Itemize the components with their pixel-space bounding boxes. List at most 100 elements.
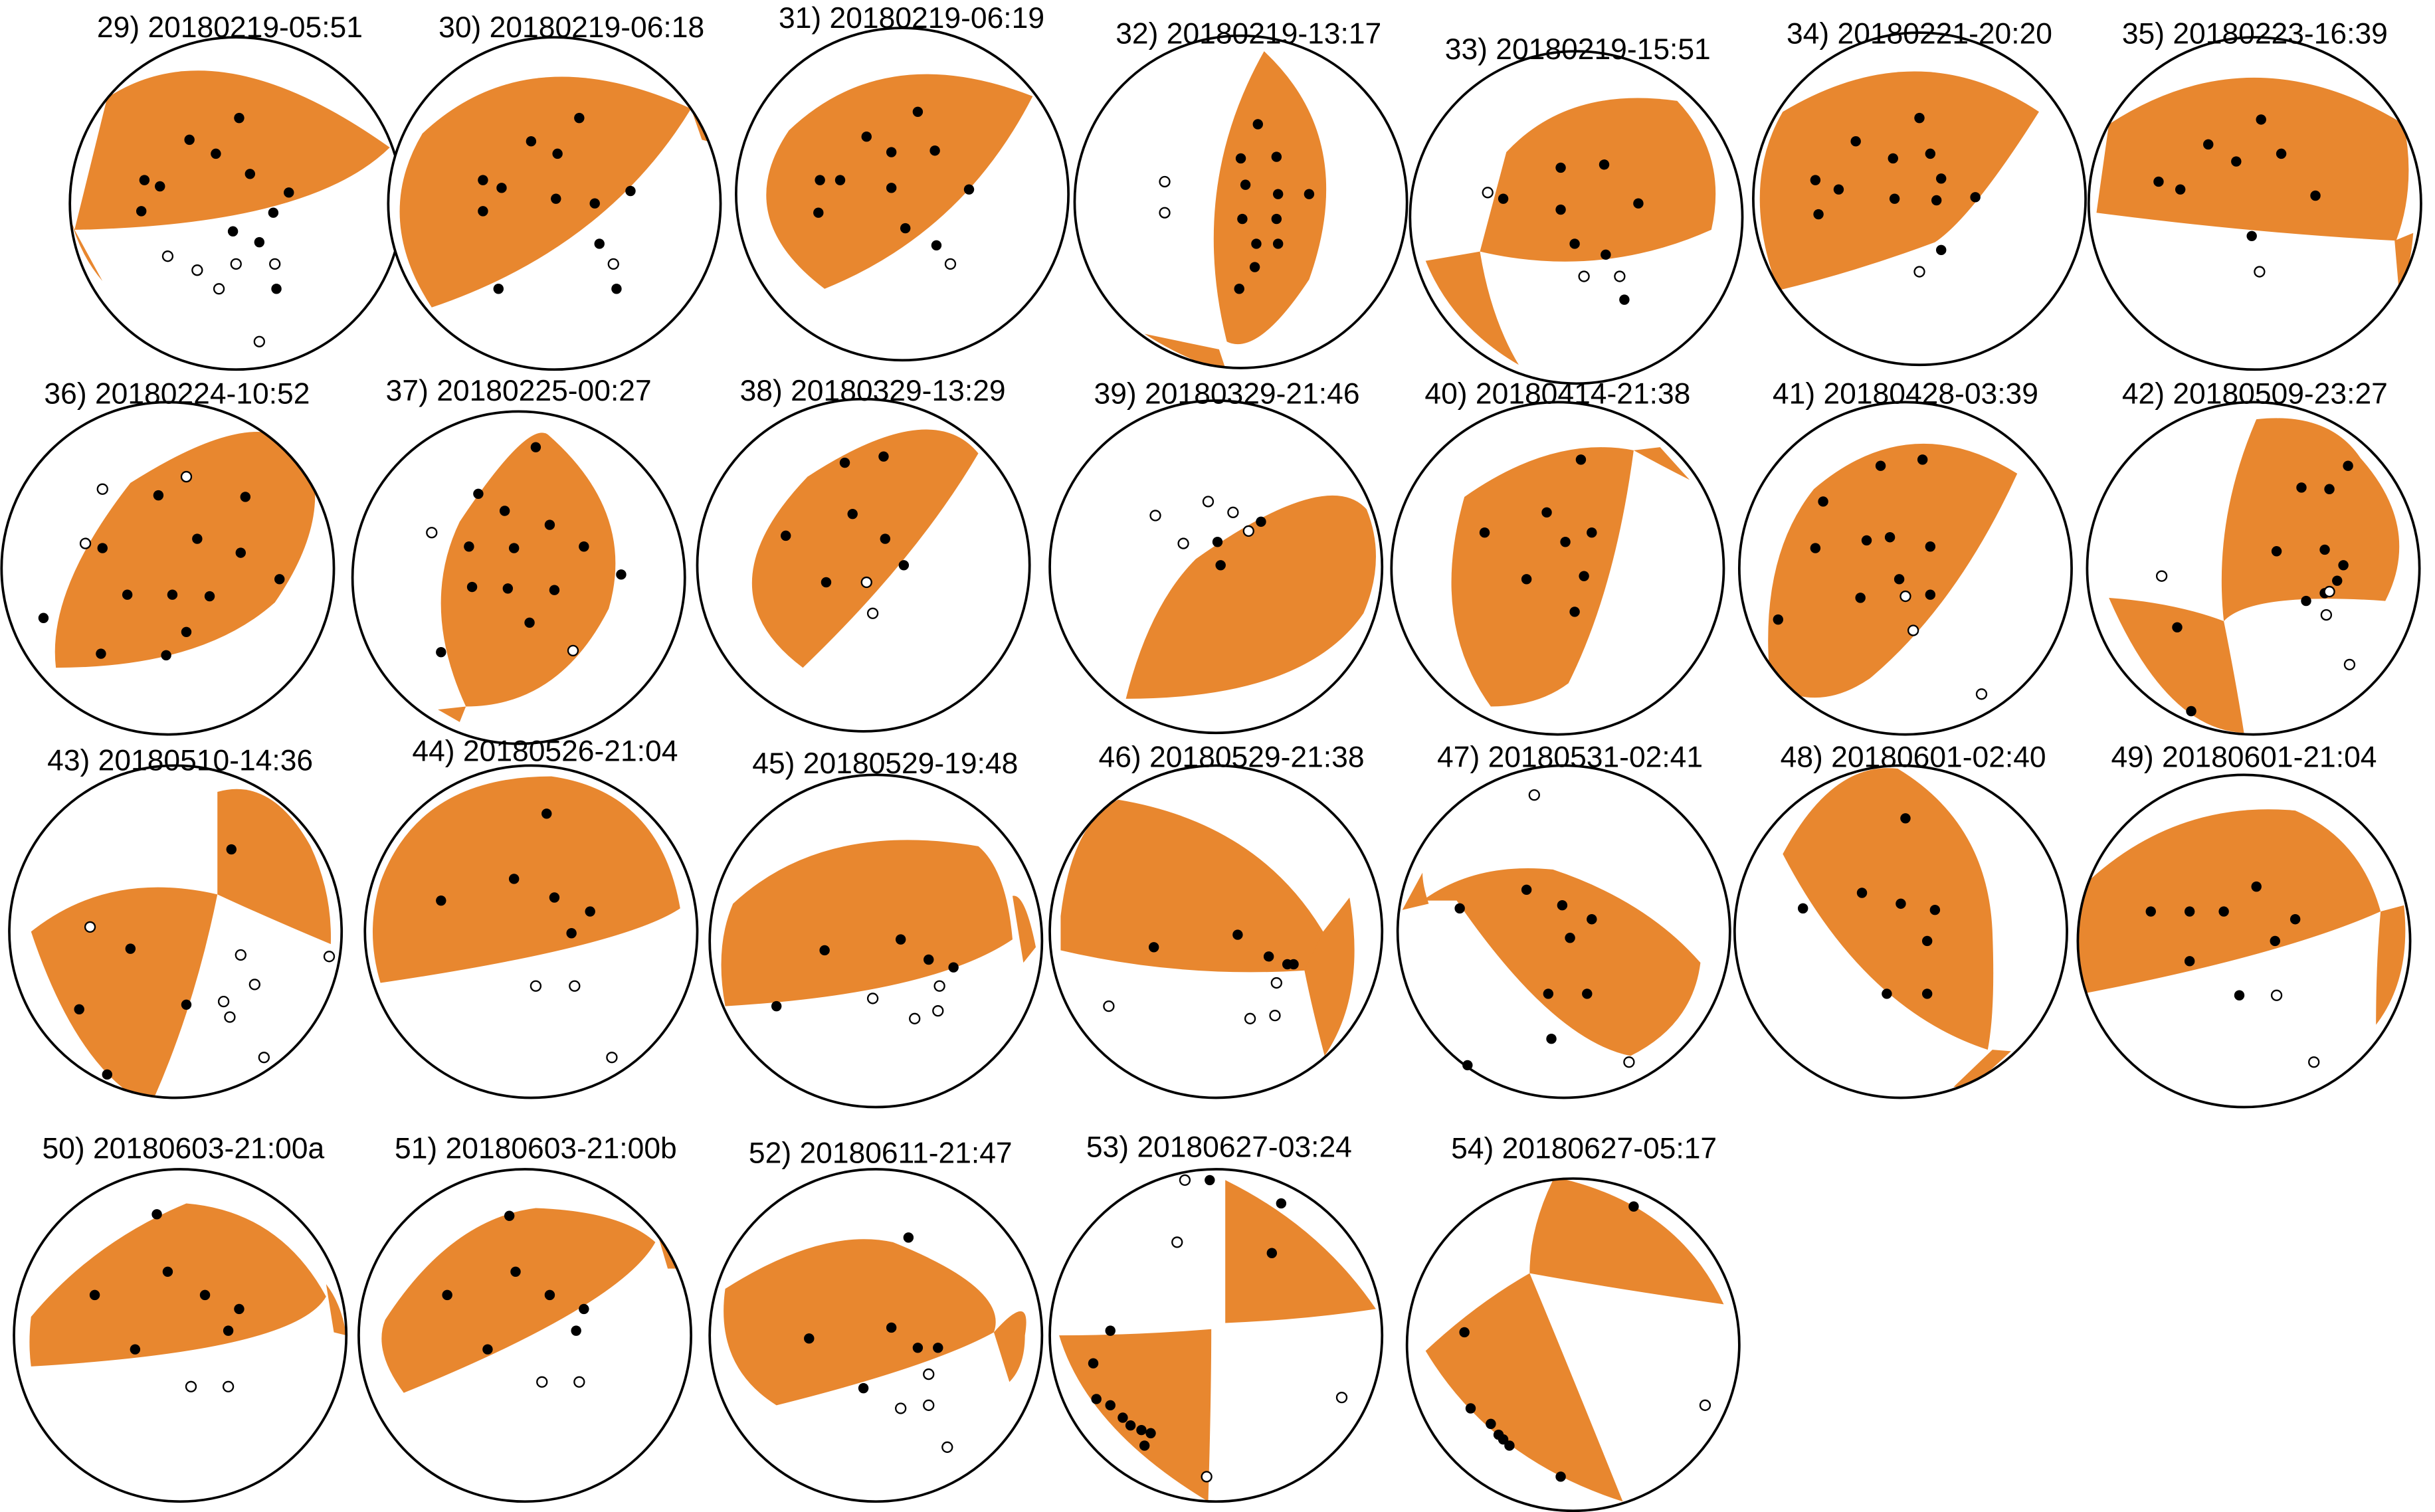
compression-polarity-dot — [616, 569, 627, 580]
beachball-53 — [1048, 1168, 1384, 1503]
compression-polarity-dot — [1936, 244, 1947, 256]
compressional-quadrant — [1144, 333, 1227, 368]
compression-polarity-dot — [549, 585, 560, 595]
compression-polarity-dot — [1271, 151, 1282, 162]
compressional-quadrant — [751, 429, 979, 668]
beachball-43 — [8, 764, 343, 1099]
compression-polarity-dot — [815, 175, 825, 185]
compression-polarity-dot — [161, 650, 171, 661]
compression-polarity-dot — [139, 175, 150, 185]
dilatation-polarity-dot — [1201, 1471, 1213, 1483]
compression-polarity-dot — [1889, 193, 1900, 204]
dilatation-polarity-dot — [426, 527, 438, 539]
compression-polarity-dot — [2324, 484, 2335, 494]
compressional-quadrant — [29, 1203, 326, 1367]
compression-polarity-dot — [1237, 213, 1248, 225]
compression-polarity-dot — [1921, 989, 1933, 999]
compressional-quadrant — [721, 840, 1013, 1006]
compression-polarity-dot — [234, 1303, 244, 1315]
compressional-quadrant — [1304, 898, 1355, 1056]
compression-polarity-dot — [130, 1344, 141, 1355]
compression-polarity-dot — [442, 1289, 452, 1301]
compression-polarity-dot — [1555, 1471, 1566, 1482]
event-label: 49) 20180601-21:04 — [2111, 741, 2377, 774]
dilatation-polarity-dot — [909, 1012, 921, 1024]
compression-polarity-dot — [268, 207, 279, 218]
ball-outline — [2076, 773, 2412, 1109]
event-label: 36) 20180224-10:52 — [44, 378, 310, 411]
compression-polarity-dot — [804, 1333, 815, 1344]
compression-polarity-dot — [153, 490, 164, 501]
dilatation-polarity-dot — [180, 470, 193, 483]
compressional-quadrant — [1213, 51, 1327, 345]
event-label: 29) 20180219-05:51 — [97, 11, 363, 44]
dilatation-polarity-dot — [191, 264, 203, 276]
compressional-quadrant — [1402, 872, 1429, 910]
compression-polarity-dot — [839, 457, 850, 468]
beachball-51 — [357, 1168, 693, 1503]
compression-polarity-dot — [1569, 238, 1580, 249]
ball-outline — [1752, 31, 2087, 367]
dilatation-polarity-dot — [1975, 688, 1988, 700]
compression-polarity-dot — [886, 147, 897, 157]
compression-polarity-dot — [284, 187, 294, 198]
compression-polarity-dot — [1882, 989, 1892, 999]
beachball-49 — [2076, 773, 2412, 1109]
compression-polarity-dot — [436, 895, 446, 906]
dilatation-polarity-dot — [1103, 1000, 1115, 1012]
dilatation-polarity-dot — [224, 1011, 236, 1023]
compression-polarity-dot — [1900, 813, 1911, 824]
compression-polarity-dot — [1465, 1403, 1476, 1414]
compression-polarity-dot — [2172, 622, 2183, 633]
compression-polarity-dot — [589, 198, 600, 209]
compression-polarity-dot — [2271, 546, 2282, 557]
compression-polarity-dot — [2343, 460, 2353, 471]
event-label: 35) 20180223-16:39 — [2122, 17, 2388, 50]
compression-polarity-dot — [886, 1322, 897, 1333]
dilatation-polarity-dot — [1159, 207, 1171, 219]
ball-outline — [1396, 764, 1731, 1099]
event-label: 38) 20180329-13:29 — [740, 375, 1006, 407]
dilatation-polarity-dot — [253, 335, 265, 347]
compression-polarity-dot — [1504, 1440, 1515, 1451]
dilatation-polarity-dot — [1899, 590, 1911, 603]
compressional-quadrant — [1425, 251, 1519, 365]
compression-polarity-dot — [544, 1289, 555, 1301]
compression-polarity-dot — [821, 577, 832, 588]
compression-polarity-dot — [611, 284, 622, 294]
compression-polarity-dot — [933, 1343, 943, 1353]
ball-outline — [363, 764, 699, 1099]
compressional-quadrant — [1422, 868, 1701, 1056]
compressional-quadrant — [372, 776, 680, 983]
event-label: 54) 20180627-05:17 — [1451, 1133, 1717, 1165]
compression-polarity-dot — [1521, 884, 1532, 896]
compression-polarity-dot — [551, 193, 561, 204]
beachball-42 — [2086, 401, 2421, 736]
compressional-quadrant — [1125, 495, 1376, 699]
dilatation-polarity-dot — [567, 644, 579, 657]
beachball-30 — [387, 36, 722, 371]
compression-polarity-dot — [496, 183, 507, 193]
compression-polarity-dot — [1271, 213, 1282, 225]
compression-polarity-dot — [1587, 527, 1597, 538]
dilatation-polarity-dot — [1179, 1174, 1191, 1186]
compression-polarity-dot — [1235, 153, 1246, 164]
compression-polarity-dot — [199, 1289, 211, 1301]
compressional-quadrant — [381, 1208, 656, 1393]
compression-polarity-dot — [625, 185, 636, 197]
compression-polarity-dot — [211, 148, 221, 159]
compression-polarity-dot — [1205, 1175, 1215, 1186]
compressional-quadrant — [326, 1284, 347, 1336]
dilatation-polarity-dot — [606, 1052, 618, 1064]
ball-outline — [1048, 764, 1384, 1099]
compressional-quadrant — [1783, 768, 1994, 1050]
beachball-47 — [1396, 764, 1731, 1099]
event-label: 37) 20180225-00:27 — [386, 375, 652, 407]
event-label: 33) 20180219-15:51 — [1445, 33, 1711, 66]
compression-polarity-dot — [1118, 1412, 1128, 1423]
dilatation-polarity-dot — [1270, 977, 1282, 989]
dilatation-polarity-dot — [1159, 175, 1171, 188]
compression-polarity-dot — [2246, 231, 2257, 241]
compression-polarity-dot — [223, 1325, 234, 1336]
compression-polarity-dot — [1234, 284, 1244, 294]
